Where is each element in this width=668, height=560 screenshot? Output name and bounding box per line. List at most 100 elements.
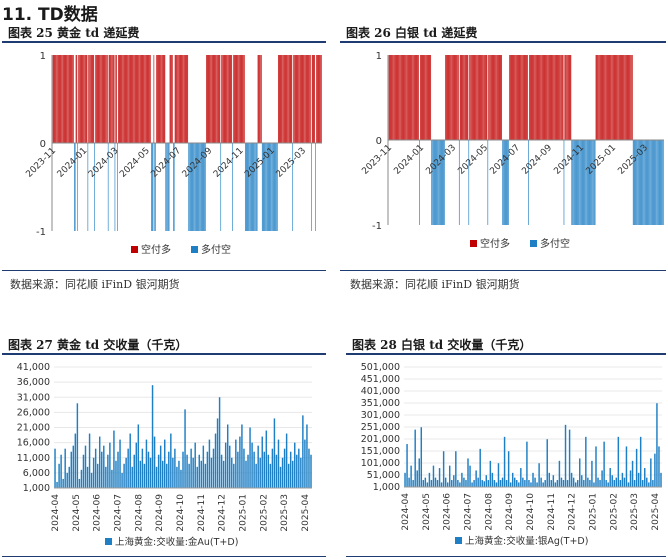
bar	[450, 55, 451, 140]
bar	[444, 140, 445, 225]
bar	[76, 403, 79, 488]
bar	[279, 55, 281, 143]
bar	[451, 480, 453, 487]
bar	[232, 143, 233, 231]
bar	[144, 55, 145, 143]
bar	[269, 143, 271, 231]
bar	[152, 143, 154, 231]
bar	[196, 466, 198, 488]
bar	[624, 55, 625, 140]
bar	[410, 55, 412, 140]
bar	[239, 436, 241, 488]
bar	[619, 55, 621, 140]
bar	[467, 55, 469, 140]
bar	[96, 55, 98, 143]
bar	[511, 55, 513, 140]
bar	[555, 55, 557, 140]
bar	[246, 143, 248, 231]
bar	[458, 55, 459, 140]
bar	[445, 55, 446, 140]
bar	[70, 451, 73, 488]
bar	[282, 55, 283, 143]
bar	[119, 55, 121, 143]
bar	[509, 55, 511, 140]
bar	[266, 143, 267, 231]
bar	[494, 55, 496, 140]
bar	[629, 55, 631, 140]
bar	[590, 140, 592, 225]
bar	[574, 482, 577, 487]
bar	[497, 55, 498, 140]
bar	[105, 466, 107, 488]
bar	[446, 55, 448, 140]
bar	[109, 55, 111, 143]
bar	[660, 472, 662, 487]
bar	[66, 55, 68, 143]
bar	[182, 55, 183, 143]
bar	[420, 55, 422, 140]
bar	[147, 451, 150, 488]
bar	[185, 55, 187, 143]
bar	[426, 482, 429, 487]
bar	[626, 55, 628, 140]
x-tick-label: 2025-01	[584, 143, 618, 177]
bar	[597, 55, 599, 140]
bar	[568, 429, 571, 487]
bar	[280, 55, 282, 143]
figure-26-source: 数据来源：同花顺 iFinD 银河期货	[350, 278, 520, 291]
bar	[272, 143, 274, 231]
bar	[650, 140, 651, 225]
x-tick-label: 2024-04	[51, 494, 61, 532]
bar	[615, 55, 617, 140]
bar	[654, 453, 656, 487]
bar	[146, 55, 148, 143]
bar	[524, 480, 526, 487]
bar	[115, 55, 117, 143]
bar	[591, 140, 592, 225]
bar	[89, 55, 90, 143]
bar	[599, 480, 601, 487]
y-tick-label: 1,000	[23, 483, 50, 494]
bar	[301, 55, 303, 143]
bar	[188, 143, 189, 231]
bar	[308, 448, 310, 488]
bar	[199, 143, 200, 231]
bar	[237, 451, 239, 488]
bar	[311, 143, 312, 231]
bar	[595, 446, 597, 487]
bar	[564, 55, 566, 140]
bar	[611, 475, 613, 487]
bar	[238, 55, 239, 143]
bar	[547, 55, 548, 140]
bar	[78, 478, 81, 488]
bar	[205, 143, 206, 231]
bar	[609, 55, 611, 140]
bar	[127, 55, 128, 143]
bar	[129, 55, 131, 143]
bar	[579, 140, 580, 225]
bar	[530, 482, 532, 487]
bar	[432, 140, 434, 225]
bar	[157, 55, 159, 143]
bar	[101, 55, 103, 143]
bar	[167, 143, 168, 231]
bar	[94, 448, 97, 488]
bar	[195, 143, 196, 231]
x-tick-label: 2024-05	[118, 146, 152, 180]
bar	[412, 55, 413, 140]
bar	[204, 143, 205, 231]
bar	[201, 143, 203, 231]
bar	[470, 55, 471, 140]
bar	[149, 457, 152, 488]
bar	[167, 143, 169, 231]
bar	[191, 143, 193, 231]
bar	[627, 482, 630, 487]
bar	[648, 140, 650, 225]
bar	[395, 55, 397, 140]
bar	[54, 55, 56, 143]
bar	[438, 140, 439, 225]
y-tick-label: 151,000	[361, 446, 400, 457]
bar	[654, 140, 656, 225]
bar	[200, 143, 201, 231]
bar	[63, 55, 65, 143]
